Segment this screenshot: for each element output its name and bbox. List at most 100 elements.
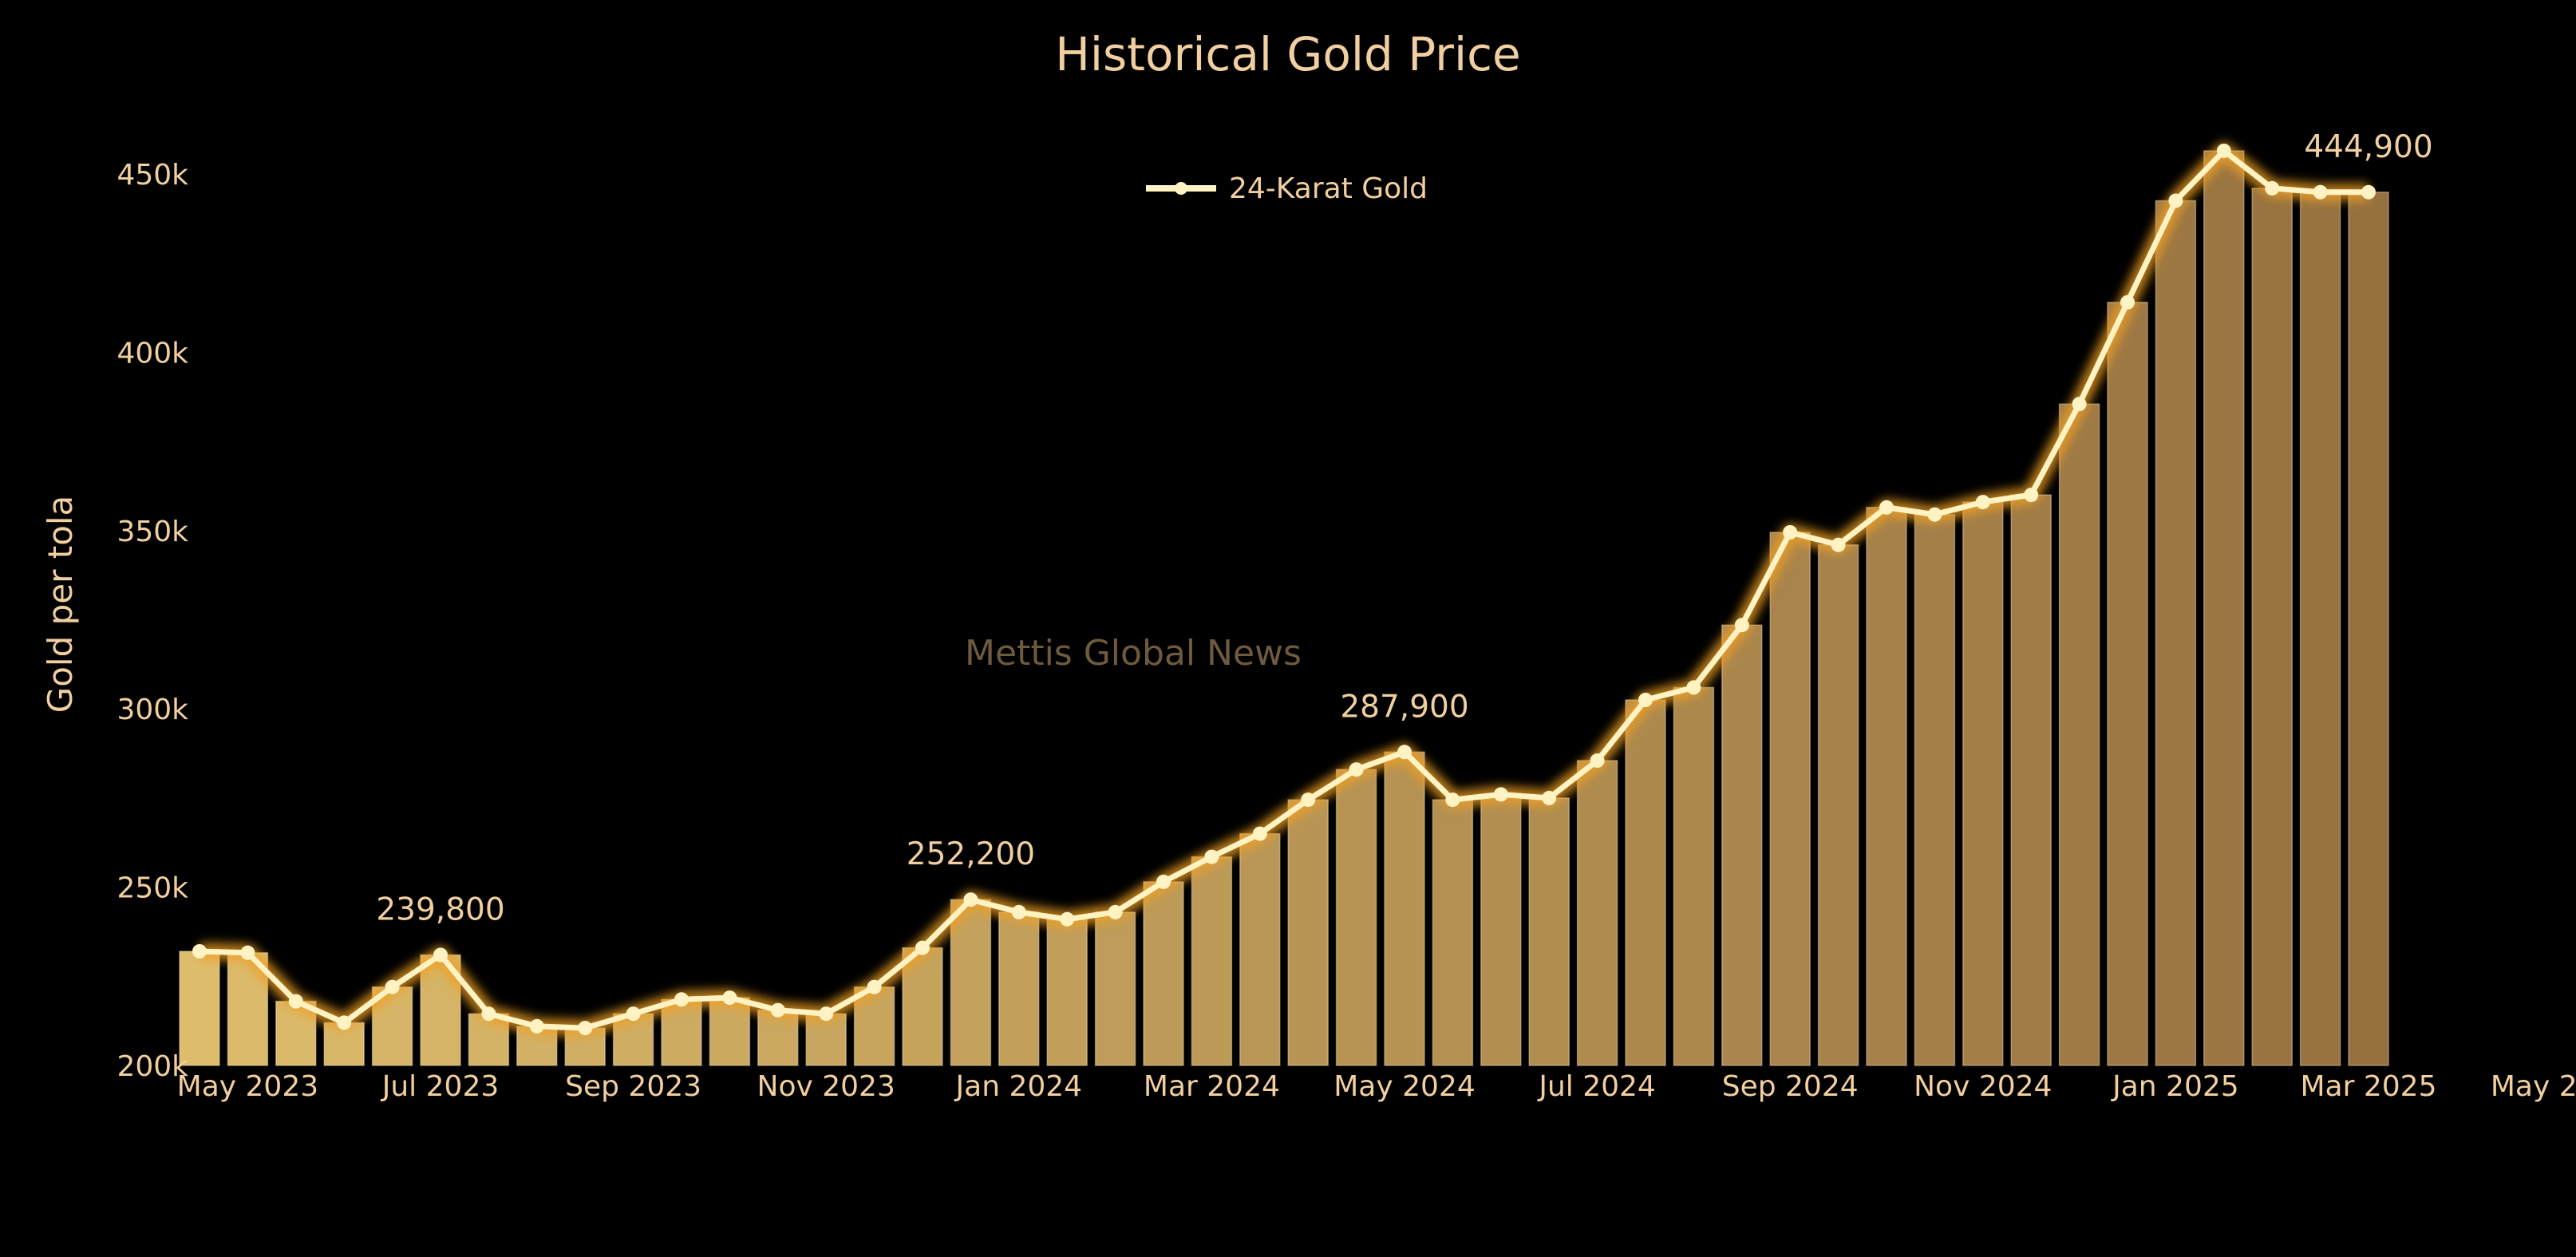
price-bar bbox=[1721, 624, 1763, 1066]
data-label: 444,900 bbox=[2304, 129, 2432, 165]
price-bar bbox=[1769, 532, 1811, 1066]
price-bar bbox=[1094, 911, 1136, 1066]
x-tick-label: Jan 2025 bbox=[2111, 1070, 2239, 1103]
annotation-group: 239,800 252,200 287,900 444,900 bbox=[376, 129, 2432, 928]
watermark-text: Mettis Global News bbox=[965, 633, 1302, 674]
price-point bbox=[1927, 507, 1942, 522]
price-bar bbox=[1191, 856, 1233, 1066]
price-bar bbox=[950, 899, 992, 1066]
price-point bbox=[1686, 680, 1701, 695]
x-axis-ticks: May 2023 Jul 2023 Sep 2023 Nov 2023 Jan 2024… bbox=[177, 1070, 2576, 1103]
x-tick-label: Sep 2024 bbox=[1722, 1070, 1859, 1103]
price-bar bbox=[998, 911, 1040, 1066]
price-bar bbox=[2155, 200, 2197, 1066]
price-point bbox=[2120, 294, 2135, 310]
x-tick-label: Mar 2025 bbox=[2301, 1070, 2437, 1103]
price-bar bbox=[1480, 793, 1522, 1066]
price-point bbox=[1493, 787, 1508, 802]
price-point bbox=[1542, 790, 1557, 805]
x-tick-label: Jul 2023 bbox=[381, 1070, 500, 1103]
price-point bbox=[1349, 762, 1364, 777]
price-bar bbox=[2010, 494, 2052, 1066]
price-point bbox=[1831, 537, 1846, 552]
price-point bbox=[1204, 849, 1219, 864]
price-bar bbox=[323, 1022, 365, 1066]
price-point bbox=[1734, 618, 1749, 633]
price-bar bbox=[1287, 799, 1329, 1066]
price-point bbox=[626, 1006, 641, 1022]
price-point bbox=[819, 1006, 834, 1022]
price-bar bbox=[2251, 188, 2293, 1066]
price-point bbox=[1638, 693, 1653, 707]
data-label: 252,200 bbox=[907, 836, 1035, 872]
price-bar bbox=[1576, 760, 1618, 1066]
price-bar bbox=[1384, 751, 1425, 1066]
x-tick-label: May 2025 bbox=[2491, 1070, 2576, 1103]
price-point bbox=[1156, 874, 1171, 889]
legend-label: 24-Karat Gold bbox=[1229, 172, 1428, 205]
price-bar bbox=[2058, 403, 2100, 1066]
x-tick-label: Nov 2024 bbox=[1914, 1070, 2052, 1103]
y-tick-label: 250k bbox=[117, 872, 188, 905]
y-tick-label: 400k bbox=[117, 337, 188, 370]
price-point bbox=[1590, 753, 1605, 768]
price-bar bbox=[1432, 799, 1474, 1066]
price-bar bbox=[2203, 150, 2245, 1066]
price-point bbox=[1445, 793, 1460, 808]
y-tick-label: 300k bbox=[117, 694, 188, 726]
price-point bbox=[288, 994, 303, 1009]
price-point bbox=[481, 1006, 496, 1022]
y-tick-label: 350k bbox=[117, 516, 188, 548]
x-tick-label: Mar 2024 bbox=[1144, 1070, 1280, 1103]
price-point bbox=[2168, 193, 2183, 208]
price-point bbox=[674, 992, 689, 1007]
price-point bbox=[1783, 525, 1798, 540]
price-point bbox=[337, 1015, 352, 1030]
price-bar bbox=[1817, 544, 1859, 1066]
price-point bbox=[1397, 745, 1412, 760]
y-tick-label: 450k bbox=[117, 159, 188, 192]
price-point bbox=[2361, 184, 2376, 200]
x-tick-label: May 2024 bbox=[1333, 1070, 1476, 1103]
price-point bbox=[1301, 793, 1316, 808]
price-bar bbox=[1335, 769, 1377, 1066]
price-bar bbox=[1673, 686, 1715, 1066]
price-bar bbox=[1239, 832, 1281, 1066]
price-point bbox=[2313, 184, 2328, 200]
price-point bbox=[2216, 144, 2231, 158]
price-bar bbox=[1528, 797, 1570, 1066]
y-tick-label: 200k bbox=[117, 1050, 188, 1083]
price-point bbox=[2265, 180, 2280, 196]
y-axis-ticks: 200k 250k 300k 350k 400k 450k bbox=[117, 159, 188, 1083]
price-point bbox=[192, 944, 207, 959]
price-point bbox=[1975, 495, 1990, 510]
price-point bbox=[433, 947, 448, 963]
price-bar bbox=[1914, 513, 1956, 1066]
legend[interactable]: 24-Karat Gold bbox=[1146, 172, 1428, 205]
price-point bbox=[963, 892, 978, 907]
price-bar bbox=[1962, 501, 2004, 1066]
chart-title: Historical Gold Price bbox=[1055, 27, 1520, 81]
price-point bbox=[2072, 397, 2087, 412]
x-tick-label: May 2023 bbox=[177, 1070, 319, 1103]
price-bar bbox=[1046, 919, 1088, 1066]
price-point bbox=[770, 1002, 785, 1018]
price-bar bbox=[2348, 192, 2389, 1066]
x-tick-label: Nov 2023 bbox=[757, 1070, 895, 1103]
price-point bbox=[1252, 826, 1267, 841]
x-tick-label: Jul 2024 bbox=[1537, 1070, 1656, 1103]
price-point bbox=[722, 990, 737, 1006]
data-label: 287,900 bbox=[1340, 689, 1468, 725]
price-point bbox=[385, 979, 400, 994]
price-bar bbox=[1143, 881, 1184, 1066]
bar-group bbox=[179, 150, 2389, 1066]
price-bar bbox=[179, 951, 220, 1066]
price-point bbox=[240, 945, 255, 960]
price-point bbox=[2024, 488, 2039, 503]
price-point bbox=[578, 1021, 593, 1036]
price-point bbox=[1011, 904, 1026, 919]
x-tick-label: Sep 2023 bbox=[565, 1070, 701, 1103]
price-bar bbox=[2107, 302, 2148, 1066]
x-tick-label: Jan 2024 bbox=[954, 1070, 1083, 1103]
